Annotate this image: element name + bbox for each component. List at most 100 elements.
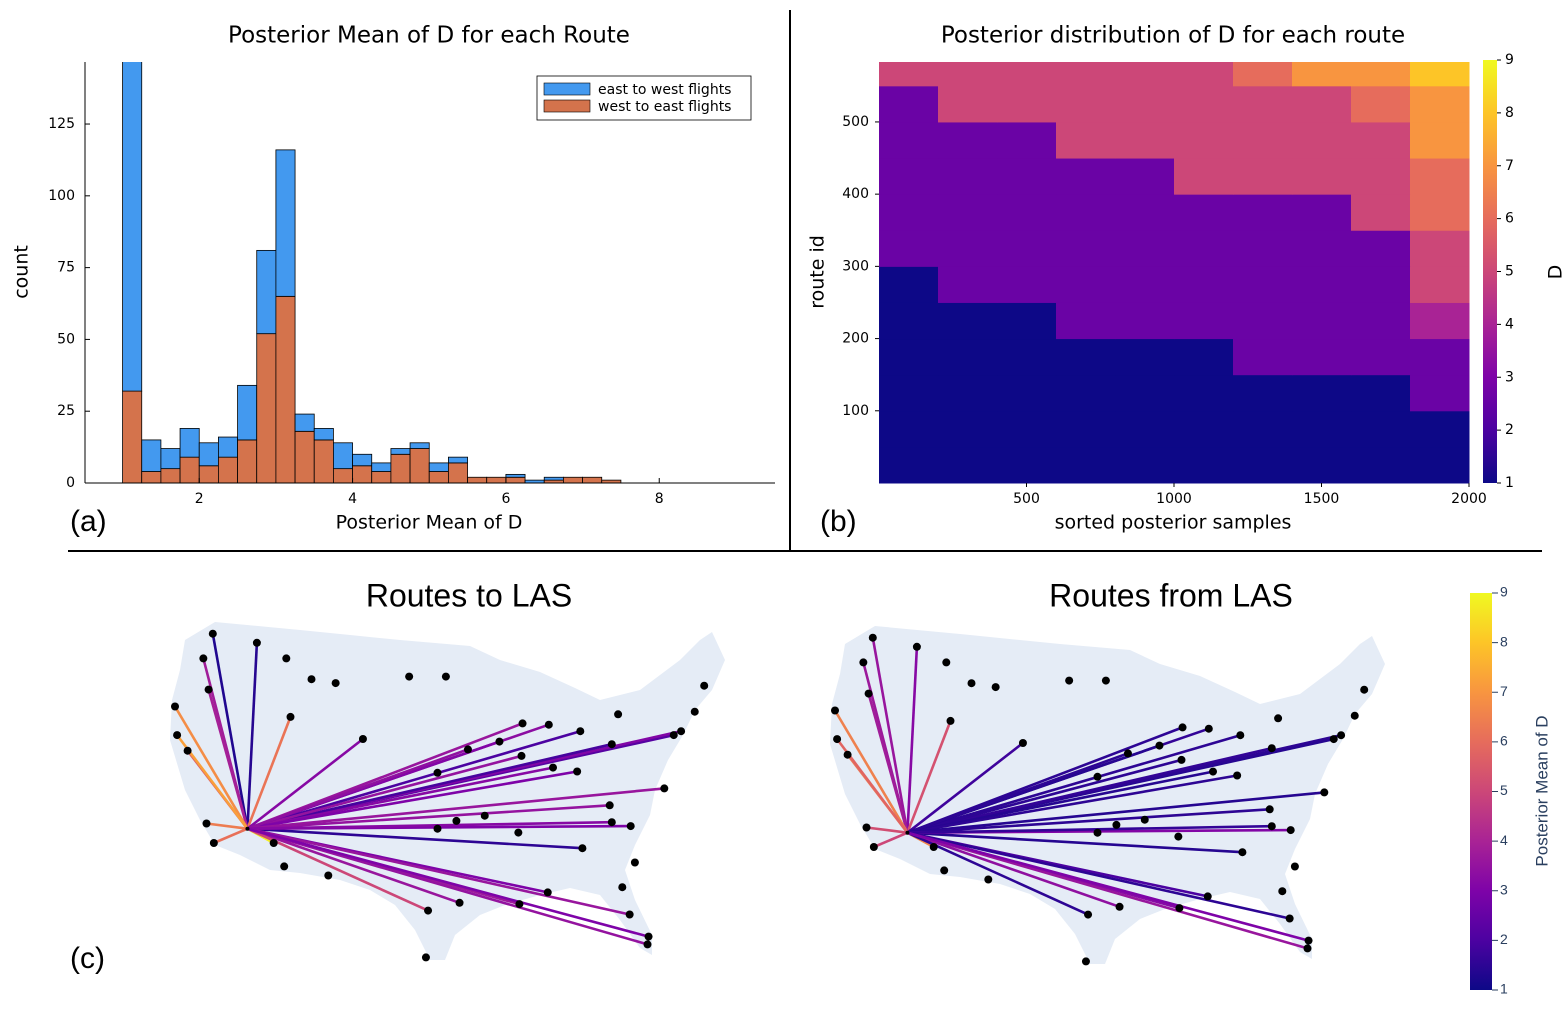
airport [202,819,211,828]
bar [256,333,277,483]
airport [940,866,949,875]
y-tick-label: 300 [842,258,869,274]
colorbar-tick-label: 5 [1500,782,1508,798]
airport [441,672,450,681]
x-tick-label: 8 [655,491,664,507]
heat-cell [1056,194,1116,231]
bar [141,471,162,483]
airport [576,727,585,736]
heat-cell [879,121,939,159]
airport [495,737,504,746]
heat-cell [1056,302,1116,340]
route [907,831,1290,920]
route [247,754,522,830]
colorbar-tick-label: 6 [1505,211,1514,227]
airport [1238,848,1247,857]
y-tick-label: 75 [57,260,75,276]
colorbar-tick-label: 4 [1500,832,1508,848]
heat-cell [997,446,1057,484]
airport [543,888,552,897]
route [906,741,1024,834]
heat-cell [1292,121,1352,159]
heat-cell [1410,85,1470,123]
heat-cell [1410,410,1470,448]
airport [549,763,557,772]
airport [831,706,839,715]
heat-cell [938,338,998,376]
heat-cell [1115,194,1175,231]
map-title: Routes to LAS [366,577,572,613]
colorbar-label: D [1545,265,1566,280]
heat-cell [1351,62,1411,87]
airport [1267,822,1276,831]
heat-cell [997,302,1057,340]
heat-cell [1174,410,1234,448]
heat-cell [1174,302,1234,340]
bar [198,465,219,483]
heat-cell [997,121,1057,159]
airport [517,751,526,760]
airport [859,658,868,667]
airport [455,898,464,907]
airport [269,839,278,847]
heat-cell [1410,230,1470,267]
airport [544,720,553,729]
airport [173,731,182,740]
airport [209,839,218,847]
route [907,758,1182,834]
heat-cell [1410,158,1470,195]
airport [626,822,635,831]
bar [179,456,200,483]
bar [141,439,162,472]
heat-cell [1233,266,1293,303]
airport [208,629,217,638]
heat-cell [997,158,1057,195]
heat-cell [938,62,998,87]
airport [1204,724,1213,733]
chart-title: Posterior distribution of D for each rou… [941,23,1405,49]
heat-cell [879,446,939,484]
route [907,824,1272,834]
heat-cell [997,374,1057,412]
heat-cell [1292,410,1352,448]
airport [1084,910,1093,919]
airport [1286,826,1295,835]
y-tick-label: 0 [66,475,75,491]
bars [122,62,622,483]
bar [313,428,334,441]
x-tick-label: 1000 [1156,491,1192,507]
bar [390,453,411,483]
heat-cell [1233,338,1293,376]
heat-cell [1410,266,1470,303]
bar [447,462,468,483]
heat-cell [1292,194,1352,231]
route [907,752,1129,834]
airport [252,638,261,647]
heat-cell [1351,85,1411,123]
heat-cell [1115,62,1175,87]
route [867,693,909,834]
heat-cell [1233,194,1293,231]
airport [1267,744,1276,753]
bar [486,476,507,483]
heat-cell [1410,374,1470,412]
colorbar-tick-label: 8 [1500,633,1508,649]
airport [1350,711,1359,720]
bar [332,442,353,470]
heat-cell [1115,410,1175,448]
heat-cell [1410,194,1470,231]
route [873,831,908,849]
heat-cell [879,85,939,123]
route [211,633,249,829]
airport [421,953,430,962]
airport [286,712,295,721]
airport [643,940,652,949]
heat-cell [1056,158,1116,195]
route [247,827,648,946]
airport [573,767,582,776]
bar [409,442,430,449]
airport [1065,676,1074,685]
heat-cell [1174,194,1234,231]
heat-cell [1292,158,1352,195]
y-tick-label: 125 [48,116,75,132]
